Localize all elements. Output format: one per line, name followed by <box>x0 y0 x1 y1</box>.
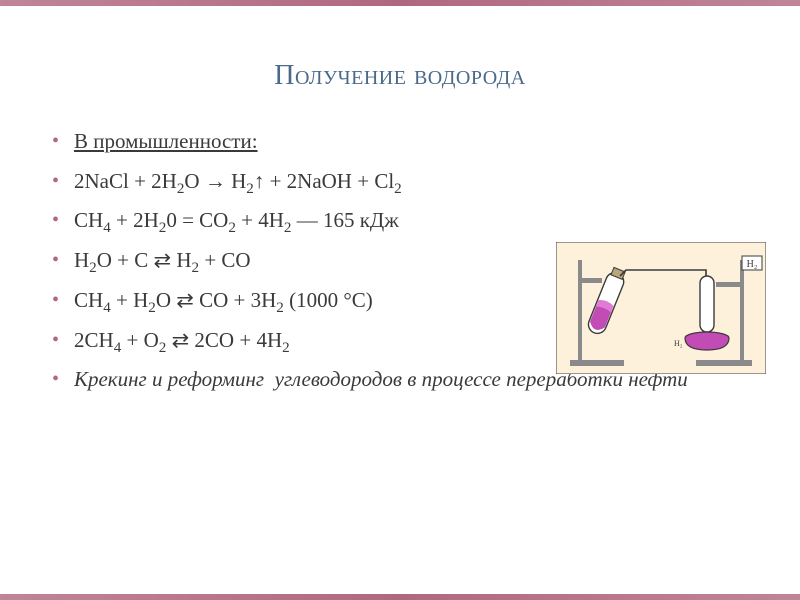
apparatus-diagram: H₂ H₂ <box>556 242 766 374</box>
item-text: В промышленности: <box>74 129 258 153</box>
apparatus-svg: H₂ H₂ <box>556 242 766 374</box>
item-text: H2O + C ⇄ H2 + CO <box>74 248 251 272</box>
item-text: СН4 + 2Н20 = CO2 + 4Н2 — 165 кДж <box>74 208 399 232</box>
slide: Получение водорода В промышленности: 2Na… <box>0 0 800 600</box>
list-item: 2NaCl + 2H2O → H2↑ + 2NaOH + Cl2 <box>48 168 770 196</box>
list-item: СН4 + 2Н20 = CO2 + 4Н2 — 165 кДж <box>48 207 770 235</box>
item-text: 2CH4 + O2 ⇄ 2CO + 4H2 <box>74 328 290 352</box>
slide-title: Получение водорода <box>274 60 525 91</box>
item-text: 2NaCl + 2H2O → H2↑ + 2NaOH + Cl2 <box>74 169 402 193</box>
label-h2: H₂ <box>747 259 758 270</box>
list-item: В промышленности: <box>48 128 770 156</box>
slide-title-wrap: Получение водорода <box>0 6 800 128</box>
item-text: CH4 + H2O ⇄ CO + 3H2 (1000 °C) <box>74 288 373 312</box>
svg-text:H₂: H₂ <box>674 339 683 348</box>
